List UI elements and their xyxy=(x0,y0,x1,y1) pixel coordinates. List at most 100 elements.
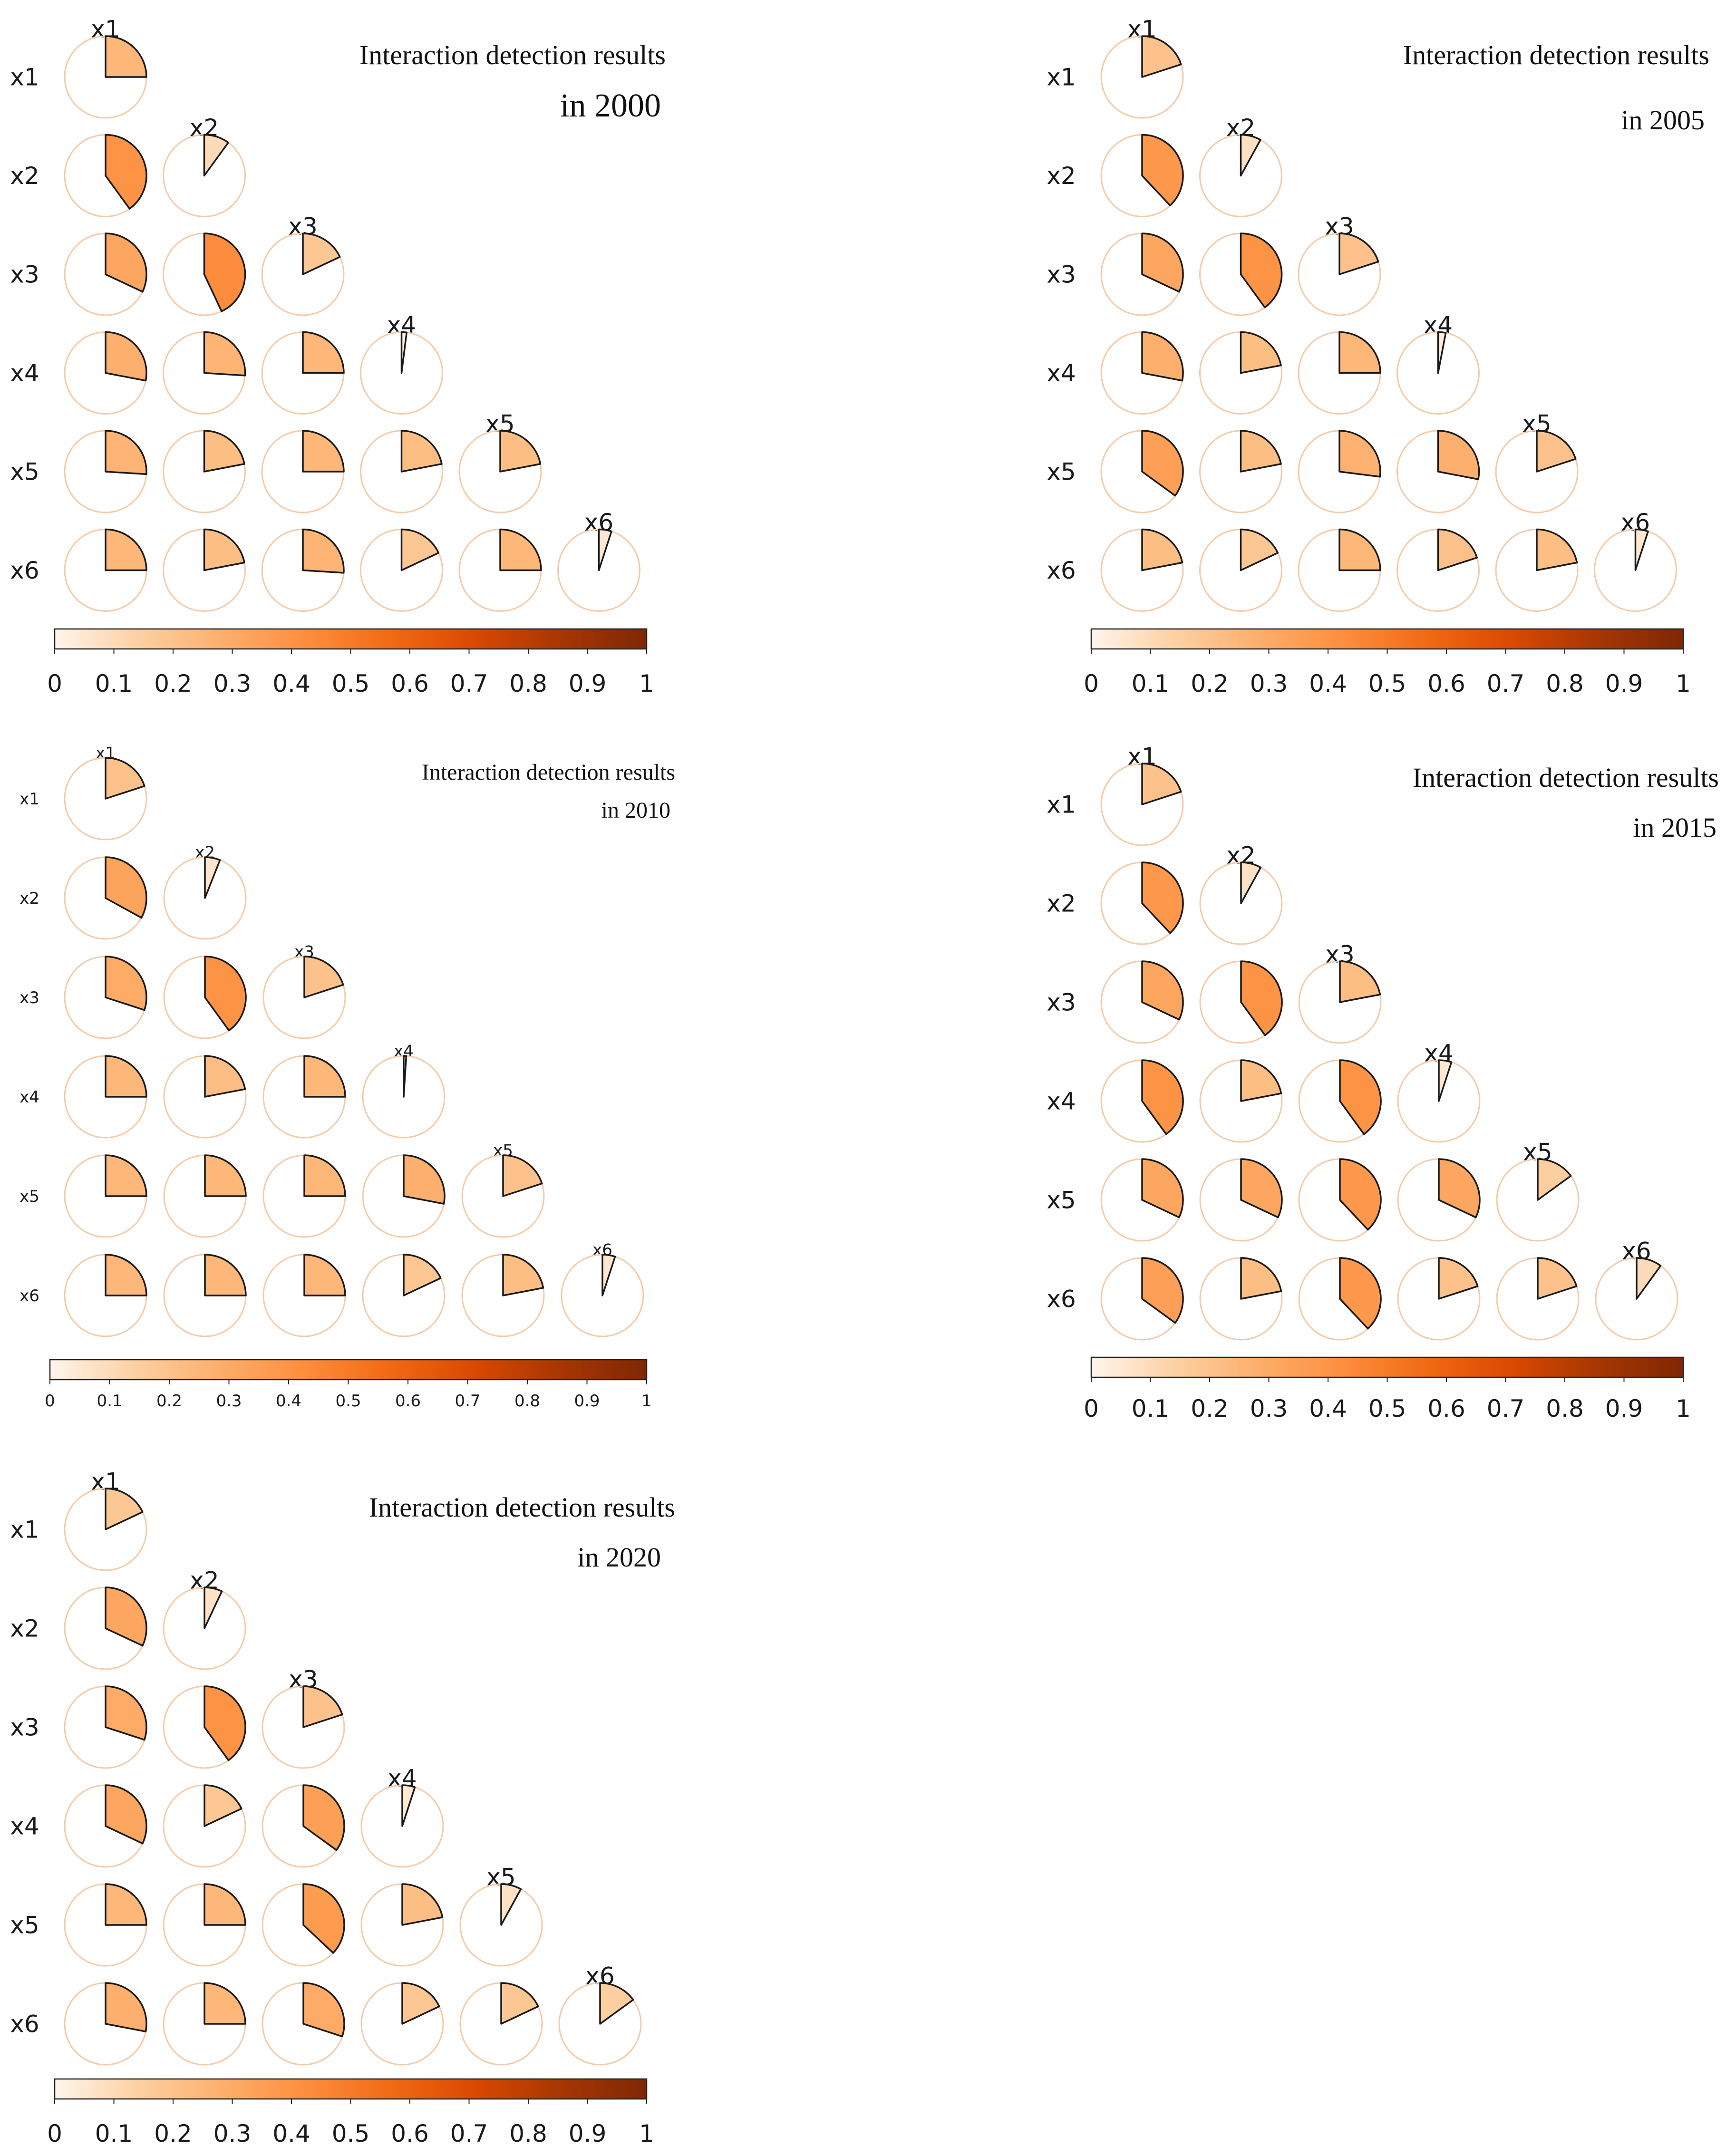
panel-title-line1: Interaction detection results xyxy=(359,39,666,70)
pie-wedge-x3-x2 xyxy=(204,1685,246,1761)
colorbar-tick-label: 0.5 xyxy=(1368,1395,1406,1422)
pie-wedge-x5-x5 xyxy=(1537,1158,1572,1201)
colorbar-tick-label: 0.6 xyxy=(395,1392,421,1411)
pie-wedge-x3-x2 xyxy=(203,232,246,312)
pie-wedge-x5-x4 xyxy=(1437,430,1480,480)
colorbar-tick-label: 0 xyxy=(47,670,62,697)
pie-wedge-x6-x2 xyxy=(204,1982,246,2025)
pie-wedge-x2-x1 xyxy=(1141,134,1184,206)
colorbar-tick-label: 0.8 xyxy=(509,670,547,697)
pie-wedge-x6-x4 xyxy=(1438,1257,1479,1300)
pie-wedge-x6-x1 xyxy=(105,528,147,571)
colorbar-tick-label: 0.7 xyxy=(450,670,488,697)
pie-wedge-x6-x5 xyxy=(499,528,542,571)
colorbar-tick-label: 0.3 xyxy=(1250,670,1288,697)
row-label-x2: x2 xyxy=(19,889,39,908)
pie-wedge-x6-x2 xyxy=(203,528,245,571)
pie-wedge-x4-x2 xyxy=(204,1784,242,1827)
colorbar xyxy=(54,2078,648,2100)
pie-wedge-x3-x3 xyxy=(302,232,341,275)
pie-wedge-x6-x5 xyxy=(502,1254,544,1296)
colorbar-tick-label: 0.1 xyxy=(95,670,133,697)
pie-wedge-x2-x2 xyxy=(204,856,221,899)
colorbar-tick-label: 0.4 xyxy=(276,1392,301,1411)
colorbar-tick-label: 0.5 xyxy=(332,2120,370,2147)
pie-wedge-x6-x1 xyxy=(1141,1257,1184,1324)
pie-wedge-x3-x1 xyxy=(1141,960,1184,1021)
pie-wedge-x4-x2 xyxy=(203,331,246,377)
pie-wedge-x5-x1 xyxy=(1141,1158,1184,1218)
colorbar-tick-label: 0.9 xyxy=(1605,1395,1643,1422)
colorbar-tick-label: 0 xyxy=(45,1392,55,1411)
pie-wedge-x3-x3 xyxy=(303,956,344,998)
pie-wedge-x2-x2 xyxy=(204,1586,223,1629)
pie-wedge-x4-x1 xyxy=(105,331,147,382)
pie-wedge-x4-x2 xyxy=(1240,1059,1282,1102)
colorbar-tick-label: 0.7 xyxy=(1487,1395,1525,1422)
row-label-x5: x5 xyxy=(1047,1187,1076,1214)
colorbar-tick-label: 0 xyxy=(1084,670,1099,697)
pie-wedge-x4-x4 xyxy=(401,1784,416,1827)
colorbar-tick-label: 0.9 xyxy=(569,670,607,697)
colorbar-tick-label: 0.7 xyxy=(455,1392,480,1411)
row-label-x2: x2 xyxy=(10,1615,39,1643)
pie-wedge-x6-x1 xyxy=(105,1982,147,2032)
colorbar xyxy=(54,628,648,650)
pie-wedge-x6-x1 xyxy=(1141,528,1183,571)
row-label-x4: x4 xyxy=(10,1813,39,1840)
colorbar-tick-label: 0.8 xyxy=(1546,1395,1584,1422)
pie-wedge-x3-x3 xyxy=(1339,960,1381,1003)
colorbar-tick-label: 0.2 xyxy=(1191,1395,1229,1422)
pie-wedge-x6-x4 xyxy=(401,1982,440,2025)
panel-title-line1: Interaction detection results xyxy=(1403,39,1709,70)
pie-wedge-x5-x2 xyxy=(1240,430,1282,473)
pie-wedge-x6-x5 xyxy=(1536,528,1578,571)
colorbar-tick-label: 0.9 xyxy=(569,2120,607,2147)
pie-wedge-x5-x3 xyxy=(1338,430,1381,478)
colorbar-tick-label: 0.5 xyxy=(335,1392,361,1411)
pie-wedge-x4-x4 xyxy=(1438,1059,1453,1102)
colorbar-tick-label: 0.1 xyxy=(1132,1395,1170,1422)
colorbar-tick-label: 0.9 xyxy=(574,1392,600,1411)
row-label-x2: x2 xyxy=(1047,162,1076,190)
colorbar-tick-label: 1 xyxy=(1676,1395,1691,1422)
pie-wedge-x6-x4 xyxy=(1437,528,1478,571)
pie-wedge-x6-x3 xyxy=(302,528,345,574)
pie-wedge-x6-x6 xyxy=(1636,1257,1662,1300)
pie-wedge-x6-x6 xyxy=(601,1254,616,1296)
row-label-x1: x1 xyxy=(1047,64,1076,91)
row-label-x4: x4 xyxy=(1047,1088,1076,1115)
pie-wedge-x2-x1 xyxy=(1141,861,1184,934)
pie-wedge-x4-x2 xyxy=(204,1055,246,1098)
panel-title-line2: in 2010 xyxy=(601,798,670,823)
pie-wedge-x3-x3 xyxy=(1338,232,1379,275)
row-label-x5: x5 xyxy=(19,1187,39,1206)
pie-wedge-x4-x4 xyxy=(1437,331,1447,374)
colorbar-tick-label: 1 xyxy=(1676,670,1691,697)
colorbar xyxy=(1090,1356,1684,1378)
pie-wedge-x6-x2 xyxy=(1240,1257,1282,1300)
colorbar-tick-label: 0.1 xyxy=(97,1392,122,1411)
colorbar-tick-label: 0.6 xyxy=(1427,1395,1465,1422)
pie-wedge-x4-x4 xyxy=(403,1055,407,1098)
colorbar-tick-label: 0.3 xyxy=(213,2120,252,2147)
row-label-x5: x5 xyxy=(10,1912,39,1939)
pie-wedge-x4-x2 xyxy=(1240,331,1282,374)
pie-wedge-x5-x4 xyxy=(1438,1158,1481,1218)
colorbar-tick-label: 0.7 xyxy=(1487,670,1525,697)
row-label-x3: x3 xyxy=(1047,261,1076,289)
pie-wedge-x6-x3 xyxy=(1339,1257,1382,1330)
pie-wedge-x2-x1 xyxy=(105,1586,147,1647)
pie-wedge-x1-x1 xyxy=(1141,763,1182,805)
pie-wedge-x3-x2 xyxy=(204,956,247,1032)
pie-wedge-x6-x2 xyxy=(204,1254,247,1296)
row-label-x3: x3 xyxy=(10,261,39,289)
row-label-x6: x6 xyxy=(10,557,39,584)
colorbar-tick-label: 0.2 xyxy=(154,670,192,697)
panel-title-line2: in 2020 xyxy=(577,1542,661,1573)
pie-wedge-x4-x4 xyxy=(400,331,408,374)
colorbar xyxy=(1090,628,1684,650)
